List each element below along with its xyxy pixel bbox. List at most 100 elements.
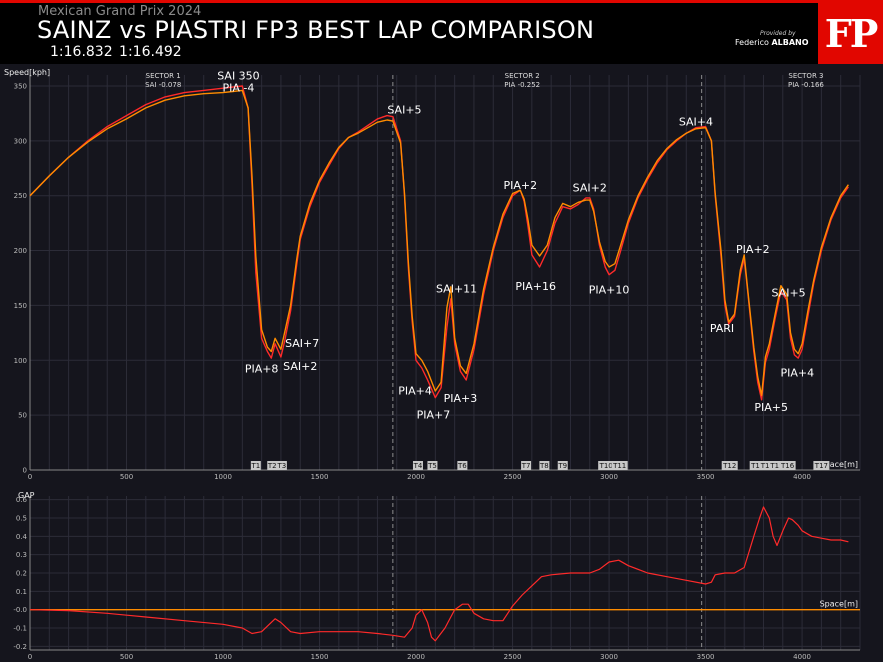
- author-first-name: Federico: [735, 38, 769, 47]
- speed-annotation: PIA+2: [503, 179, 537, 192]
- y-axis-label: Speed[kph]: [4, 68, 50, 77]
- x-tick-label: 2500: [504, 653, 522, 661]
- y-tick-label: -0.1: [13, 625, 27, 633]
- logo-text: FP: [824, 11, 879, 56]
- corner-label: T4: [413, 462, 423, 470]
- corner-marker: [276, 461, 287, 470]
- speed-line-pia: [29, 89, 849, 397]
- y-tick-label: 0: [23, 467, 27, 475]
- corner-label: T15: [769, 462, 783, 470]
- y-tick-label: 0.3: [16, 551, 27, 559]
- sector-name: SECTOR 2: [505, 72, 540, 80]
- speed-annotation: PIA -4: [223, 81, 255, 94]
- speed-annotation: SAI+4: [679, 115, 713, 128]
- corner-marker: [539, 461, 550, 470]
- y-tick-label: -0.2: [13, 643, 27, 651]
- header-bar: Mexican Grand Prix 2024 SAINZ vs PIASTRI…: [0, 0, 883, 64]
- corner-label: T14: [760, 462, 775, 470]
- sector-delta: PIA -0.252: [504, 81, 540, 89]
- sector-name: SECTOR 1: [146, 72, 181, 80]
- y-tick-label: 350: [14, 82, 27, 90]
- corner-label: T17: [814, 462, 828, 470]
- corner-marker: [769, 461, 785, 470]
- speed-annotation: PIA+7: [417, 408, 451, 421]
- speed-annotation: PIA+5: [754, 401, 788, 414]
- x-tick-label: 0: [28, 653, 32, 661]
- speed-annotation: PIA+4: [780, 367, 814, 380]
- y-tick-label: 300: [14, 137, 27, 145]
- speed-annotation: SAI 350: [217, 69, 259, 82]
- speed-annotation: SAI+7: [285, 337, 319, 350]
- corner-label: T16: [780, 462, 795, 470]
- lap-times: 1:16.832 1:16.492: [50, 44, 182, 60]
- corner-label: T3: [277, 462, 287, 470]
- accent-stripe: [0, 0, 883, 3]
- x-tick-label: 1000: [214, 653, 232, 661]
- y-tick-label: 0.5: [16, 515, 27, 523]
- x-axis-label: Space[m]: [820, 600, 858, 609]
- speed-annotation: PARI: [710, 322, 734, 335]
- x-tick-label: 4000: [793, 473, 811, 481]
- x-tick-label: 500: [120, 653, 133, 661]
- corner-marker: [813, 461, 830, 470]
- corner-marker: [721, 461, 738, 470]
- speed-annotation: PIA+10: [589, 283, 630, 296]
- y-tick-label: 100: [14, 357, 27, 365]
- x-tick-label: 1500: [311, 653, 329, 661]
- corner-label: T13: [750, 462, 764, 470]
- corner-marker: [759, 461, 776, 470]
- corner-label: T12: [722, 462, 736, 470]
- x-tick-label: 2000: [407, 653, 425, 661]
- sector-delta: PIA -0.166: [788, 81, 824, 89]
- x-tick-label: 0: [28, 473, 32, 481]
- x-axis-label: Space[m]: [820, 460, 858, 469]
- y-axis-label: GAP: [18, 491, 35, 500]
- gap-chart: 0 500 1000 1500 2000 2500 3000 3500 4000 -0.2 -0.1…: [13, 491, 861, 661]
- gap-line: [29, 506, 849, 642]
- y-tick-label: -0.0: [13, 606, 27, 614]
- x-tick-label: 2500: [504, 473, 522, 481]
- corner-marker: [412, 461, 423, 470]
- corner-label: T6: [457, 462, 467, 470]
- x-tick-label: 3000: [600, 653, 618, 661]
- corner-marker: [427, 461, 438, 470]
- x-tick-label: 2000: [407, 473, 425, 481]
- speed-annotation: PIA+16: [515, 280, 556, 293]
- corner-label: T9: [557, 462, 567, 470]
- corner-marker: [250, 461, 261, 470]
- sector-delta: SAI -0.078: [145, 81, 181, 89]
- corner-marker: [598, 461, 615, 470]
- sector-name: SECTOR 3: [788, 72, 823, 80]
- corner-marker: [457, 461, 468, 470]
- y-tick-label: 250: [14, 192, 27, 200]
- corner-marker: [521, 461, 532, 470]
- speed-chart: 0 500 1000 1500 2000 2500 3000 3500 4000 0 50 100 15…: [4, 68, 861, 481]
- corner-label: T10: [599, 462, 613, 470]
- author-name: Federico ALBANO: [735, 38, 809, 47]
- speed-annotation: PIA+8: [245, 362, 279, 375]
- corner-label: T2: [267, 462, 277, 470]
- y-tick-label: 0.4: [16, 533, 28, 541]
- speed-annotation: SAI+2: [573, 181, 607, 194]
- x-tick-label: 1500: [311, 473, 329, 481]
- corner-label: T1: [250, 462, 260, 470]
- corner-marker: [749, 461, 766, 470]
- speed-line-sai: [29, 85, 849, 401]
- speed-annotation: SAI+5: [387, 103, 421, 116]
- event-subtitle: Mexican Grand Prix 2024: [38, 4, 202, 19]
- x-tick-label: 3500: [697, 473, 715, 481]
- y-tick-label: 0.1: [16, 588, 27, 596]
- corner-label: T5: [427, 462, 437, 470]
- y-tick-label: 0.6: [16, 496, 28, 504]
- corner-label: T8: [539, 462, 549, 470]
- corner-marker: [557, 461, 568, 470]
- x-tick-label: 3500: [697, 653, 715, 661]
- corner-marker: [267, 461, 278, 470]
- y-tick-label: 0.2: [16, 570, 27, 578]
- author-last-name: ALBANO: [771, 38, 809, 47]
- x-tick-label: 500: [120, 473, 133, 481]
- provided-by-label: Provided by: [760, 30, 796, 37]
- speed-annotation: SAI+11: [436, 282, 477, 295]
